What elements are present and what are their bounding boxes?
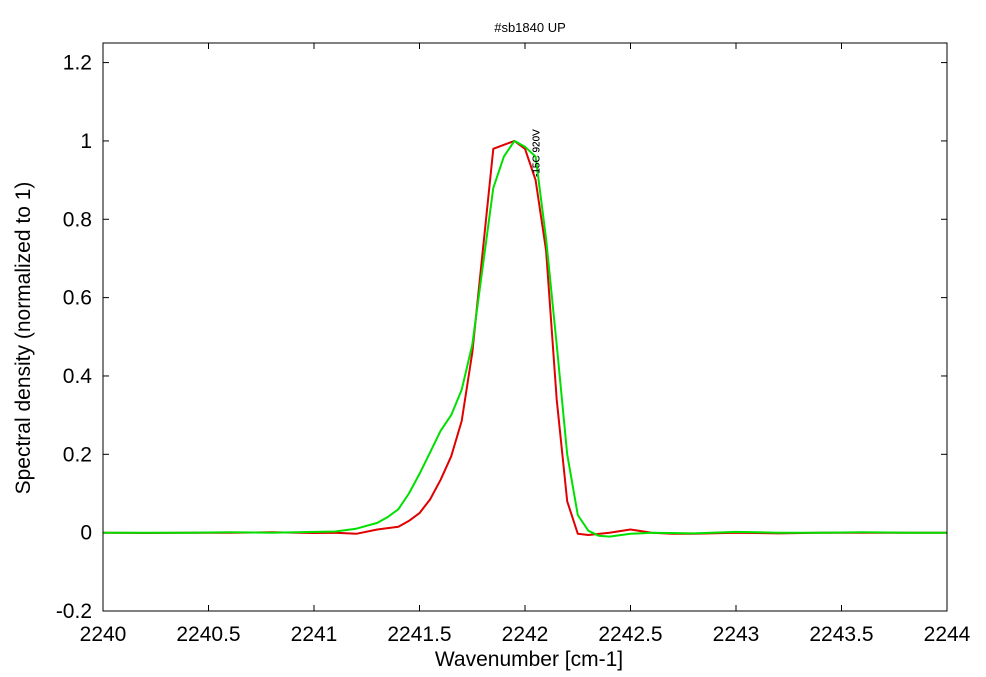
x-tick-label: 2243 <box>713 623 760 646</box>
y-axis-ticks: -0.2 0 0.2 0.4 0.6 0.8 1 1.2 <box>56 52 947 623</box>
x-tick-label: 2242.5 <box>598 623 662 646</box>
x-axis-ticks: 2240 2240.5 2241 2241.5 2242 2242.5 2243 2243.5… <box>80 43 971 646</box>
x-tick-label: 2242 <box>502 623 549 646</box>
y-tick-label: 0.8 <box>63 208 92 231</box>
y-tick-label: 0.4 <box>63 365 93 388</box>
plot-frame <box>102 42 948 612</box>
series-line-1 <box>102 139 947 536</box>
peak-annotation: -15C 920V <box>532 129 543 177</box>
y-tick-label: 1.2 <box>63 52 92 75</box>
chart-title: #sb1840 UP <box>494 20 566 35</box>
y-axis-label: Spectral density (normalized to 1) <box>12 182 35 495</box>
x-tick-label: 2241.5 <box>387 623 451 646</box>
x-tick-label: 2244 <box>924 623 971 646</box>
x-tick-label: 2241 <box>291 623 338 646</box>
annotation-layer: -15C 920V-15C 920V <box>532 129 543 177</box>
y-tick-label: 0.6 <box>63 287 92 310</box>
x-tick-label: 2240 <box>80 623 127 646</box>
y-tick-label: 0.2 <box>63 443 92 466</box>
x-tick-label: 2243.5 <box>809 623 873 646</box>
x-axis-label: Wavenumber [cm-1] <box>435 648 623 671</box>
x-tick-label: 2240.5 <box>176 623 240 646</box>
series-layer <box>102 139 947 538</box>
series-line-2 <box>103 139 947 538</box>
y-tick-label: 1 <box>80 130 92 153</box>
y-tick-label: -0.2 <box>56 600 92 623</box>
y-tick-label: 0 <box>80 522 92 545</box>
peak-annotation: -15C 920V <box>532 129 543 177</box>
